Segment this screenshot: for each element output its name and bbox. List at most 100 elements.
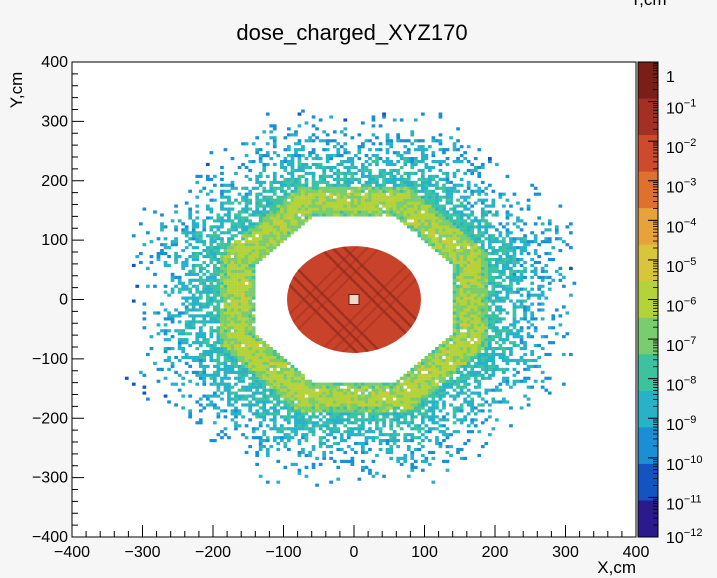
heatmap-cell — [343, 397, 348, 401]
heatmap-cell — [297, 154, 302, 158]
heatmap-cell — [202, 367, 207, 371]
heatmap-cell — [473, 272, 478, 276]
heatmap-cell — [251, 379, 256, 383]
heatmap-cell — [160, 213, 164, 217]
heatmap-cell — [188, 344, 193, 348]
heatmap-cell — [287, 183, 291, 187]
heatmap-cell — [452, 231, 457, 235]
heatmap-cell — [209, 255, 214, 259]
heatmap-cell — [318, 186, 323, 190]
heatmap-cell — [463, 278, 468, 282]
heatmap-cell — [213, 234, 217, 238]
heatmap-cell — [272, 219, 277, 223]
heatmap-cell — [523, 266, 527, 270]
heatmap-cell — [283, 168, 288, 173]
heatmap-cell — [170, 290, 175, 294]
heatmap-cell — [160, 252, 164, 256]
heatmap-cell — [346, 403, 351, 407]
heatmap-cell — [435, 358, 439, 363]
heatmap-cell — [339, 403, 344, 407]
heatmap-cell — [262, 204, 267, 208]
heatmap-cell — [294, 204, 298, 208]
heatmap-cell — [220, 237, 224, 241]
heatmap-cell — [329, 382, 334, 386]
heatmap-cell — [424, 154, 429, 158]
heatmap-cell — [346, 157, 351, 161]
heatmap-cell — [480, 234, 485, 238]
heatmap-cell — [202, 290, 207, 294]
heatmap-cell — [399, 157, 404, 161]
heatmap-cell — [223, 308, 228, 312]
heatmap-cell — [343, 198, 348, 202]
heatmap-cell — [230, 302, 235, 306]
heatmap-cell — [163, 358, 168, 363]
heatmap-cell — [452, 189, 457, 193]
heatmap-cell — [202, 338, 207, 342]
heatmap-cell — [466, 370, 471, 374]
heatmap-cell — [287, 180, 291, 184]
heatmap-cell — [304, 157, 309, 161]
heatmap-cell — [287, 415, 291, 419]
heatmap-cell — [569, 293, 573, 297]
heatmap-cell — [389, 204, 394, 208]
heatmap-cell — [361, 171, 365, 175]
heatmap-cell — [368, 162, 372, 167]
heatmap-cell — [325, 445, 330, 449]
heatmap-cell — [248, 406, 253, 410]
heatmap-cell — [241, 335, 245, 339]
heatmap-cell — [251, 255, 256, 259]
heatmap-cell — [403, 421, 408, 425]
heatmap-cell — [251, 332, 256, 336]
heatmap-cell — [477, 186, 482, 190]
heatmap-cell — [512, 255, 517, 259]
heatmap-cell — [456, 379, 460, 383]
heatmap-cell — [459, 231, 464, 235]
heatmap-cell — [280, 427, 284, 431]
heatmap-cell — [498, 311, 503, 315]
heatmap-cell — [473, 263, 478, 268]
heatmap-cell — [177, 373, 182, 377]
heatmap-cell — [325, 406, 330, 410]
heatmap-cell — [385, 433, 390, 437]
heatmap-cell — [505, 367, 510, 371]
heatmap-cell — [220, 332, 224, 336]
heatmap-cell — [311, 465, 316, 469]
heatmap-cell — [227, 281, 231, 285]
heatmap-cell — [241, 210, 245, 214]
heatmap-cell — [466, 361, 471, 365]
heatmap-cell — [191, 317, 196, 321]
heatmap-cell — [262, 189, 267, 193]
heatmap-cell — [480, 355, 485, 360]
heatmap-cell — [262, 394, 267, 398]
heatmap-cell — [456, 272, 460, 276]
heatmap-cell — [258, 249, 263, 253]
heatmap-cell — [350, 397, 355, 401]
heatmap-cell — [488, 317, 492, 321]
heatmap-cell — [509, 249, 513, 253]
heatmap-cell — [234, 320, 238, 324]
heatmap-cell — [431, 427, 436, 431]
heatmap-cell — [378, 171, 383, 175]
heatmap-cell — [301, 198, 305, 202]
heatmap-cell — [213, 308, 217, 312]
heatmap-cell — [438, 240, 443, 244]
heatmap-cell — [389, 388, 394, 392]
heatmap-cell — [265, 243, 270, 247]
heatmap-cell — [456, 290, 460, 294]
heatmap-cell — [495, 275, 499, 279]
heatmap-cell — [234, 252, 238, 256]
heatmap-cell — [332, 397, 337, 401]
heatmap-cell — [473, 275, 478, 279]
heatmap-cell — [406, 439, 411, 443]
heatmap-cell — [269, 222, 274, 226]
heatmap-cell — [399, 189, 404, 193]
heatmap-cell — [220, 341, 224, 345]
core-center-marker — [348, 294, 360, 305]
heatmap-cell — [484, 272, 489, 276]
heatmap-cell — [488, 305, 492, 309]
heatmap-cell — [318, 192, 323, 196]
heatmap-cell — [174, 260, 178, 265]
heatmap-cell — [417, 160, 422, 164]
heatmap-cell — [562, 382, 566, 386]
heatmap-cell — [244, 284, 249, 288]
